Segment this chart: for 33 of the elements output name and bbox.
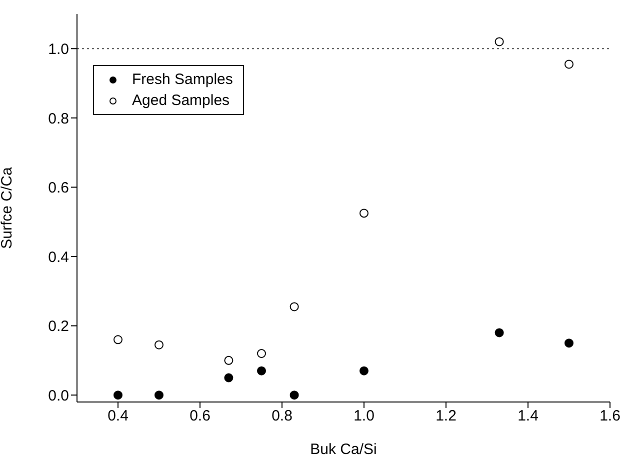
y-tick-label: 1.0 bbox=[48, 40, 69, 58]
x-tick-label: 1.6 bbox=[600, 408, 620, 425]
x-tick-label: 0.4 bbox=[108, 408, 128, 425]
point bbox=[114, 390, 122, 400]
point bbox=[564, 338, 574, 348]
y-axis-title: Surfce C/Ca bbox=[0, 166, 16, 249]
y-tick-label: 0.4 bbox=[48, 248, 69, 266]
x-tick-label: 1.0 bbox=[354, 408, 374, 425]
y-tick-label: 0.0 bbox=[48, 387, 69, 404]
x-tick-label: 0.8 bbox=[272, 408, 292, 425]
point bbox=[494, 328, 504, 338]
x-axis-title: Buk Ca/Si bbox=[310, 441, 377, 456]
x-tick-label: 0.6 bbox=[190, 408, 210, 425]
y-tick-label: 0.2 bbox=[48, 318, 69, 336]
point bbox=[290, 390, 299, 400]
x-tick-label: 1.2 bbox=[436, 408, 456, 425]
x-tick-label: 1.4 bbox=[518, 408, 538, 425]
legend-label: Fresh Samples bbox=[132, 70, 233, 90]
point bbox=[114, 335, 122, 344]
y-tick-label: 0.8 bbox=[48, 110, 69, 128]
point bbox=[154, 390, 164, 400]
y-tick-label: 0.6 bbox=[48, 180, 69, 197]
point bbox=[360, 208, 368, 218]
point bbox=[224, 373, 234, 382]
point bbox=[154, 340, 164, 350]
point bbox=[290, 302, 299, 312]
point bbox=[224, 356, 234, 365]
legend-label: Aged Samples bbox=[132, 91, 230, 111]
point bbox=[257, 349, 266, 358]
point bbox=[494, 37, 504, 46]
point bbox=[564, 60, 574, 69]
point bbox=[257, 366, 266, 376]
point bbox=[360, 366, 368, 376]
